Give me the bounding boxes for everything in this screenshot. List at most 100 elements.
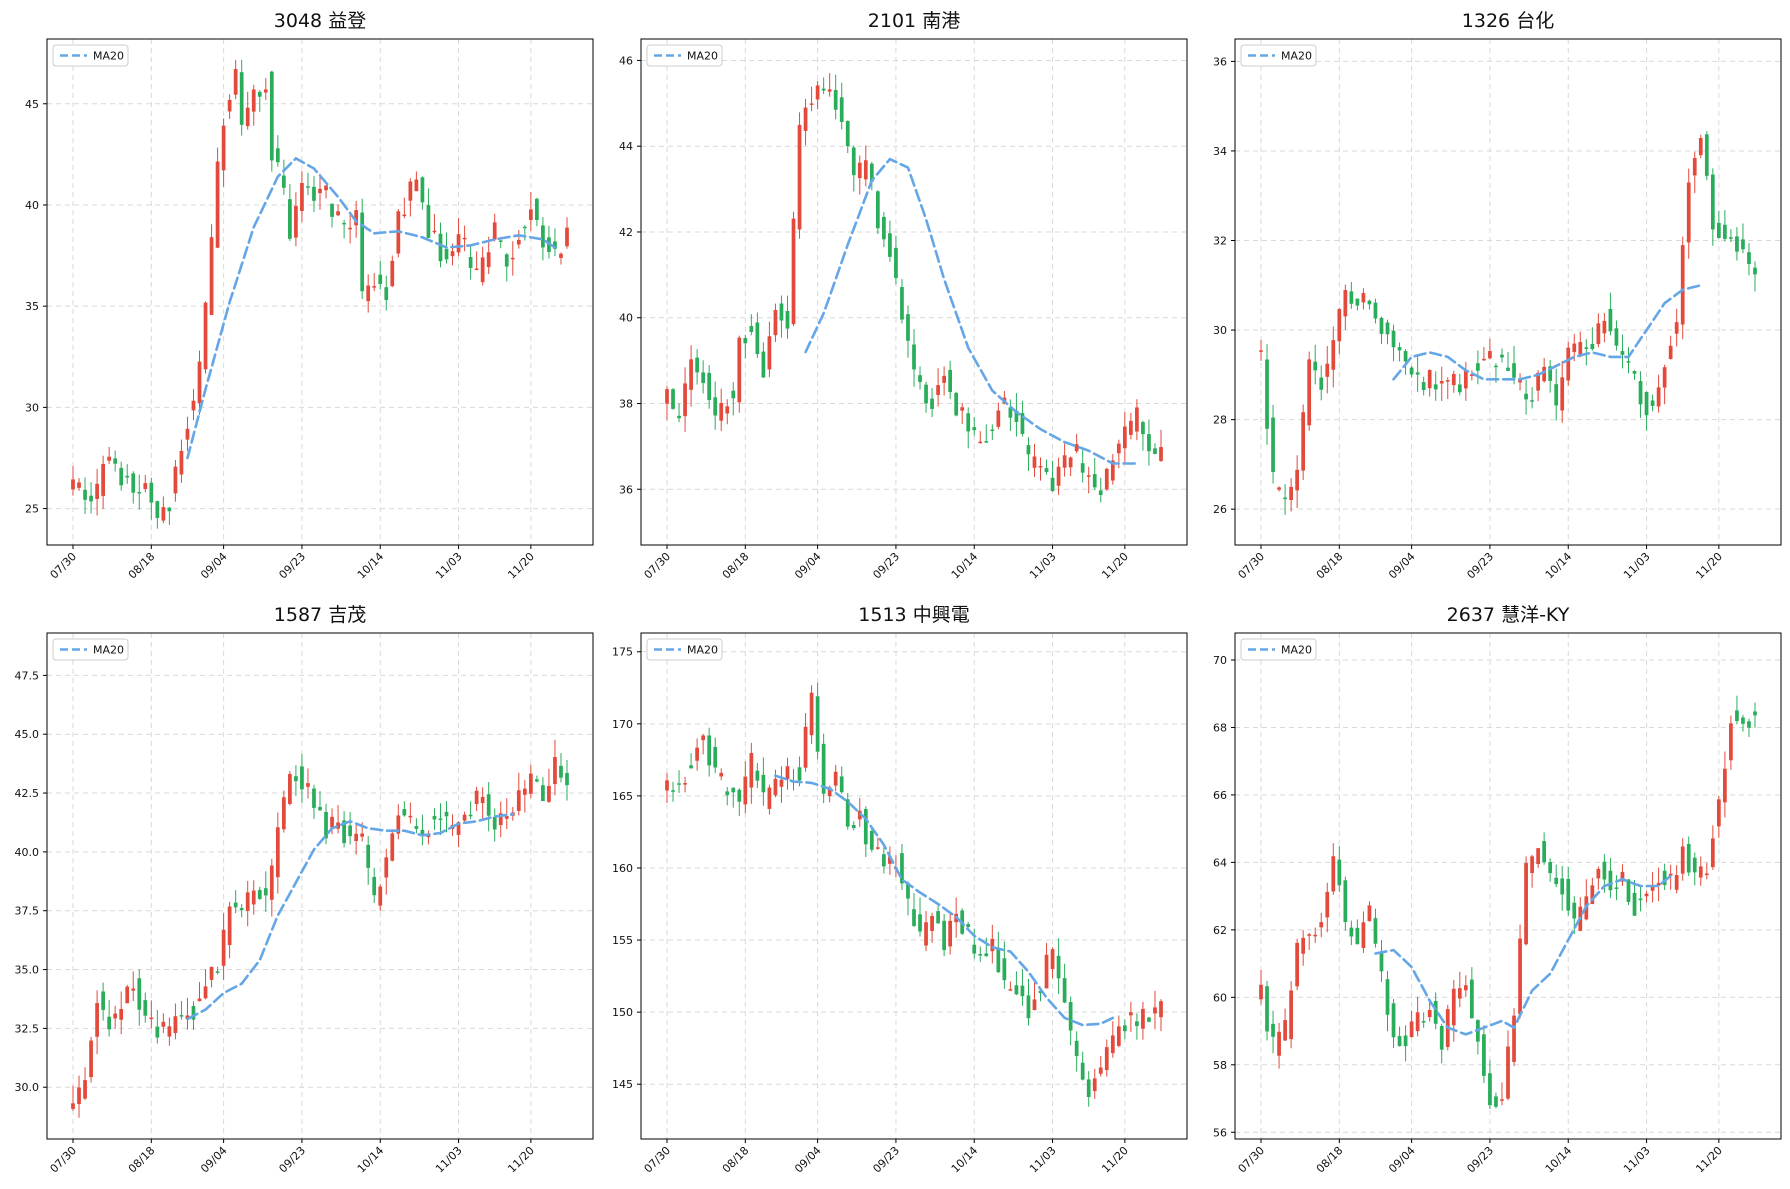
candle-body (972, 944, 977, 954)
candle-body (288, 199, 292, 239)
x-tick-label: 07/30 (48, 550, 80, 582)
candle-body (179, 450, 184, 475)
candle-body (1650, 886, 1655, 891)
candle-body (1129, 420, 1133, 435)
candle-body (1469, 374, 1474, 376)
candle-body (1026, 445, 1031, 455)
candle-body (773, 778, 778, 796)
candle-body (547, 785, 551, 802)
candle-body (360, 212, 365, 292)
candle-body (390, 260, 395, 287)
candle-body (1542, 841, 1547, 863)
candle-body (306, 783, 310, 787)
candle-body (1050, 477, 1055, 492)
candle-body (95, 483, 99, 499)
candle-body (191, 400, 196, 411)
candle-body (1331, 340, 1336, 370)
y-tick-label: 30 (1213, 324, 1227, 337)
candle-body (1512, 1015, 1516, 1062)
plot-frame (640, 632, 1188, 1140)
candle-body (1110, 460, 1115, 481)
candle-body (833, 89, 838, 110)
candle-body (414, 179, 419, 192)
candle-body (1104, 468, 1109, 490)
y-tick-label: 46 (619, 54, 633, 67)
candle-body (1313, 934, 1318, 937)
candle-body (785, 766, 790, 780)
candle-body (1753, 267, 1757, 275)
candle-body (954, 392, 959, 416)
y-tick-label: 62 (1213, 924, 1227, 937)
candle-body (1391, 330, 1396, 348)
x-tick-label: 10/14 (355, 1144, 387, 1176)
candle-body (559, 253, 563, 258)
candle-body (1044, 468, 1049, 473)
x-tick-label: 11/20 (1099, 550, 1131, 582)
candle-body (869, 830, 874, 850)
candle-body (107, 1016, 112, 1030)
candle-body (239, 72, 244, 125)
candle-body (930, 398, 934, 409)
x-tick-label: 07/30 (1236, 1144, 1268, 1176)
y-tick-label: 44 (619, 140, 633, 153)
x-tick-label: 10/14 (949, 1144, 981, 1176)
candle-body (719, 772, 724, 777)
candle-body (89, 495, 93, 502)
candle-body (306, 186, 310, 188)
chart-title: 3048 益登 (274, 10, 366, 32)
y-tick-label: 42 (619, 226, 633, 239)
candle-body (1439, 1026, 1444, 1050)
y-tick-label: 35 (25, 300, 39, 313)
candle-body (384, 857, 389, 878)
candlestick-series (71, 739, 569, 1118)
y-tick-label: 45.0 (15, 728, 40, 741)
chart-title: 1326 台化 (1462, 10, 1554, 32)
chart-panel-4: 30.0 32.5 35.0 37.5 40.0 42.5 45.0 47.5 07/30 08/… (15, 604, 594, 1176)
x-tick-label: 09/23 (276, 1144, 308, 1176)
chart-panel-6: 56 58 60 62 64 66 68 70 07/30 08/18 09/04 09/23 10/1… (1213, 604, 1782, 1176)
x-tick-label: 10/14 (949, 550, 981, 582)
candle-body (900, 853, 904, 884)
candle-body (960, 407, 965, 411)
candle-body (438, 233, 443, 262)
candle-body (869, 163, 874, 182)
candle-body (360, 833, 365, 837)
candle-body (119, 467, 124, 486)
candle-body (342, 820, 346, 844)
legend: MA20 (1240, 44, 1317, 67)
candlestick-series (1259, 131, 1757, 515)
legend-box (646, 638, 723, 661)
candle-body (71, 479, 75, 490)
candle-body (1068, 1001, 1073, 1031)
candle-body (912, 344, 916, 370)
candle-body (101, 463, 105, 496)
candle-body (1259, 984, 1263, 1000)
candle-body (725, 406, 730, 414)
candle-body (1686, 182, 1691, 243)
candle-body (504, 816, 509, 819)
candle-body (1668, 345, 1673, 359)
candle-body (318, 188, 322, 194)
candle-body (948, 920, 953, 947)
candle-body (1566, 878, 1571, 911)
candle-body (516, 790, 521, 812)
candle-body (384, 287, 389, 301)
candle-body (743, 776, 748, 805)
x-tick-label: 11/03 (1621, 550, 1653, 582)
candle-body (671, 790, 675, 792)
candle-body (541, 225, 545, 248)
candle-body (1626, 361, 1631, 363)
candle-body (749, 326, 754, 333)
candle-body (1638, 898, 1643, 901)
candle-body (1421, 1021, 1426, 1023)
candle-body (565, 227, 569, 247)
candle-body (185, 428, 190, 440)
candle-body (1668, 873, 1673, 876)
candle-body (263, 89, 268, 93)
candle-body (456, 822, 461, 835)
candle-body (1325, 363, 1330, 377)
x-tick-label: 08/18 (126, 550, 158, 582)
candle-body (1608, 870, 1613, 891)
x-tick-label: 10/14 (1543, 1144, 1575, 1176)
candle-body (468, 256, 473, 268)
